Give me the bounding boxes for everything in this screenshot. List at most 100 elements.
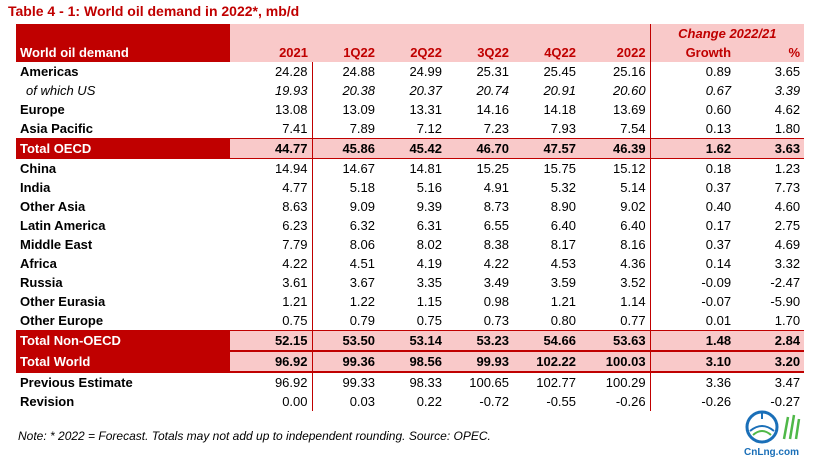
table-cell: 7.93 bbox=[550, 121, 576, 136]
row-label: India bbox=[20, 180, 51, 195]
table-row: Other Asia 8.63 9.09 9.39 8.73 8.90 9.02 0.40 4.… bbox=[16, 197, 804, 216]
table-row: Total World 96.92 99.36 98.56 99.93 102.22 100… bbox=[16, 351, 805, 372]
table-cell: 7.41 bbox=[230, 119, 313, 139]
table-row: Other Eurasia 1.21 1.22 1.15 0.98 1.21 1.14 -0.… bbox=[16, 292, 804, 311]
table-cell: 102.77 bbox=[536, 375, 576, 390]
table-cell: 25.16 bbox=[580, 62, 651, 81]
table-cell: 4.62 bbox=[774, 102, 801, 117]
table-cell: 53.23 bbox=[446, 330, 513, 351]
table-cell: 4.19 bbox=[416, 256, 442, 271]
table-cell: 25.45 bbox=[543, 64, 576, 79]
table-cell: 0.13 bbox=[705, 121, 732, 136]
table-row: Middle East 7.79 8.06 8.02 8.38 8.17 8.16 0.37 4… bbox=[16, 235, 804, 254]
table-cell: 14.94 bbox=[230, 158, 313, 178]
table-row: Total OECD 44.77 45.86 45.42 46.70 47.57 46.39… bbox=[16, 138, 805, 159]
table-cell: 3.52 bbox=[580, 273, 651, 292]
table-cell: 7.23 bbox=[483, 121, 509, 136]
table-cell: 98.33 bbox=[409, 375, 442, 390]
table-cell: 4.22 bbox=[483, 256, 509, 271]
table-cell: 0.79 bbox=[349, 313, 375, 328]
table-cell: 8.06 bbox=[349, 237, 375, 252]
table-cell: 100.03 bbox=[580, 351, 651, 372]
table-cell: 4.22 bbox=[230, 254, 313, 273]
table-cell: 9.02 bbox=[580, 197, 651, 216]
table-cell: 2.84 bbox=[735, 330, 805, 351]
table-cell: 4.51 bbox=[349, 256, 375, 271]
cnlng-logo-icon: CnLng.com bbox=[744, 410, 801, 458]
table-cell: 3.39 bbox=[774, 83, 801, 98]
table-cell: 8.02 bbox=[416, 237, 442, 252]
table-cell: 0.67 bbox=[705, 83, 732, 98]
table-cell: 0.03 bbox=[349, 394, 375, 409]
table-cell: 24.99 bbox=[409, 64, 442, 79]
table-cell: 96.92 bbox=[230, 372, 313, 392]
table-title: Table 4 - 1: World oil demand in 2022*, … bbox=[8, 3, 300, 19]
table-cell: 98.56 bbox=[379, 351, 446, 372]
table-cell: 8.38 bbox=[483, 237, 509, 252]
table-cell: -0.09 bbox=[701, 275, 732, 290]
table-cell: 0.14 bbox=[705, 256, 732, 271]
table-cell: -0.07 bbox=[701, 294, 732, 309]
table-cell: 96.92 bbox=[230, 351, 313, 372]
table-cell: 7.79 bbox=[230, 235, 313, 254]
table-cell: 8.17 bbox=[550, 237, 576, 252]
table-cell: 6.23 bbox=[230, 216, 313, 235]
table-cell: -0.26 bbox=[580, 392, 651, 411]
table-cell: 14.67 bbox=[342, 161, 375, 176]
table-cell: 6.32 bbox=[349, 218, 375, 233]
table-cell: 1.22 bbox=[349, 294, 375, 309]
table-row: Europe 13.08 13.09 13.31 14.16 14.18 13.69 0.60… bbox=[16, 100, 804, 119]
table-cell: 100.29 bbox=[580, 372, 651, 392]
table-cell: 0.01 bbox=[705, 313, 732, 328]
table-cell: 0.00 bbox=[230, 392, 313, 411]
table-cell: 0.75 bbox=[230, 311, 313, 331]
table-cell: 8.73 bbox=[483, 199, 509, 214]
table-cell: 45.86 bbox=[312, 138, 379, 159]
table-cell: -0.72 bbox=[479, 394, 509, 409]
table-cell: 9.39 bbox=[416, 199, 442, 214]
table-cell: 1.15 bbox=[416, 294, 442, 309]
table-cell: 4.69 bbox=[774, 237, 801, 252]
table-cell: 14.18 bbox=[543, 102, 576, 117]
col-header: % bbox=[735, 43, 805, 62]
col-header: 2Q22 bbox=[379, 43, 446, 62]
table-row: Previous Estimate 96.92 99.33 98.33 100.65 10… bbox=[16, 372, 805, 392]
table-cell: 6.31 bbox=[416, 218, 442, 233]
table-cell: 1.80 bbox=[774, 121, 801, 136]
table-cell: 6.40 bbox=[550, 218, 576, 233]
table-cell: 13.69 bbox=[580, 100, 651, 119]
row-label: Revision bbox=[20, 394, 75, 409]
table-row: Latin America 6.23 6.32 6.31 6.55 6.40 6.40 0.1… bbox=[16, 216, 804, 235]
table-cell: 1.21 bbox=[230, 292, 313, 311]
table-cell: 0.22 bbox=[416, 394, 442, 409]
row-label: Other Eurasia bbox=[20, 294, 106, 309]
row-label: Africa bbox=[20, 256, 57, 271]
table-cell: 0.77 bbox=[580, 311, 651, 331]
table-cell: 20.60 bbox=[580, 81, 651, 100]
table-cell: 5.16 bbox=[416, 180, 442, 195]
oil-demand-table: Change 2022/21 World oil demand 2021 1Q2… bbox=[16, 24, 805, 411]
table-row: Other Europe 0.75 0.79 0.75 0.73 0.80 0.77 0.01… bbox=[16, 311, 804, 331]
table-cell: 13.09 bbox=[342, 102, 375, 117]
table-cell: 46.70 bbox=[446, 138, 513, 159]
table-cell: 3.59 bbox=[550, 275, 576, 290]
table-cell: 2.75 bbox=[774, 218, 801, 233]
table-cell: -0.27 bbox=[770, 394, 801, 409]
table-row: Americas 24.28 24.88 24.99 25.31 25.45 25.16 0.… bbox=[16, 62, 804, 81]
row-label-header: World oil demand bbox=[16, 43, 230, 62]
table-cell: 102.22 bbox=[513, 351, 580, 372]
table-cell: 53.50 bbox=[312, 330, 379, 351]
table-cell: 0.73 bbox=[483, 313, 509, 328]
table-cell: 0.37 bbox=[705, 237, 732, 252]
row-label: Total Non-OECD bbox=[16, 330, 230, 351]
table-cell: 0.75 bbox=[416, 313, 442, 328]
table-cell: 20.74 bbox=[476, 83, 509, 98]
table-cell: 0.98 bbox=[483, 294, 509, 309]
table-cell: 99.93 bbox=[446, 351, 513, 372]
table-cell: -0.55 bbox=[546, 394, 576, 409]
table-cell: 3.20 bbox=[735, 351, 805, 372]
table-cell: 15.12 bbox=[580, 158, 651, 178]
table-row: Total Non-OECD 52.15 53.50 53.14 53.23 54.66 5… bbox=[16, 330, 805, 351]
table-cell: 45.42 bbox=[379, 138, 446, 159]
row-label: Total OECD bbox=[16, 138, 230, 159]
